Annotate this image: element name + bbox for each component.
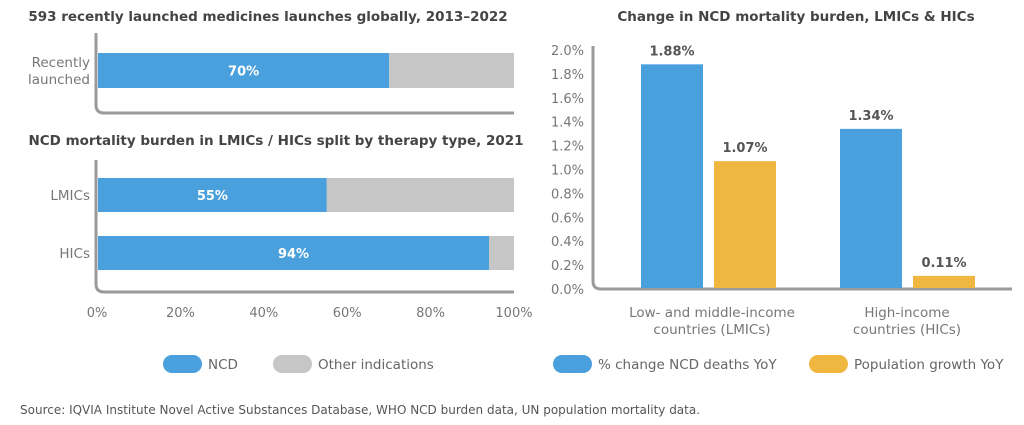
x-tick-label: 80% — [416, 306, 445, 321]
category-label: Recently — [32, 55, 90, 71]
chart-therapy-split: NCD mortality burden in LMICs / HICs spl… — [28, 133, 533, 373]
bar-value-label: 1.34% — [848, 109, 893, 124]
y-tick-label: 2.0% — [551, 44, 584, 59]
chart-title-mortality-change: Change in NCD mortality burden, LMICs & … — [617, 9, 974, 25]
legend-swatch — [553, 355, 592, 373]
y-tick-label: 1.4% — [551, 116, 584, 131]
y-tick-label: 0.8% — [551, 187, 584, 202]
legend-swatch — [273, 355, 312, 373]
bar-ncd — [98, 53, 390, 88]
y-tick-label: 0.6% — [551, 211, 584, 226]
y-tick-label: 1.8% — [551, 68, 584, 83]
source-note: Source: IQVIA Institute Novel Active Sub… — [20, 403, 700, 417]
x-tick-label: 40% — [249, 306, 278, 321]
bar-ncd — [98, 178, 327, 212]
category-label: LMICs — [50, 188, 90, 204]
chart-mortality-change: Change in NCD mortality burden, LMICs & … — [551, 9, 1012, 373]
bar-ncd — [98, 236, 490, 270]
chart-title-launches: 593 recently launched medicines launches… — [28, 9, 507, 25]
legend-label: Population growth YoY — [854, 357, 1004, 373]
chart-title-therapy-split: NCD mortality burden in LMICs / HICs spl… — [28, 133, 523, 149]
category-label: High-income — [864, 305, 949, 321]
category-label: HICs — [59, 246, 90, 262]
category-label: Low- and middle-income — [629, 305, 795, 321]
category-label: countries (HICs) — [853, 322, 961, 338]
bar-other — [326, 178, 514, 212]
bar-value-label: 55% — [197, 189, 228, 204]
bar-value-label: 1.07% — [722, 141, 767, 156]
y-tick-label: 0.4% — [551, 235, 584, 250]
x-tick-label: 60% — [333, 306, 362, 321]
x-tick-label: 20% — [166, 306, 195, 321]
bar-other — [489, 236, 514, 270]
legend-label: Other indications — [318, 357, 434, 373]
x-tick-label: 100% — [495, 306, 532, 321]
axis-frame — [94, 160, 514, 294]
y-tick-label: 1.0% — [551, 164, 584, 179]
axis-frame — [94, 98, 514, 115]
bar-value-label: 70% — [228, 65, 259, 80]
x-tick-label: 0% — [87, 306, 108, 321]
legend-swatch — [163, 355, 202, 373]
bar-population-growth — [913, 275, 975, 288]
bar-value-label: 0.11% — [921, 256, 966, 271]
legend-label: NCD — [208, 357, 238, 373]
legend-swatch — [809, 355, 848, 373]
bar-population-growth — [714, 161, 776, 288]
axis-frame — [591, 46, 1012, 291]
chart-launches: 593 recently launched medicines launches… — [28, 9, 514, 115]
bar-ncd-deaths — [840, 128, 902, 288]
y-tick-label: 0.2% — [551, 259, 584, 274]
category-label: countries (LMICs) — [653, 322, 770, 338]
y-tick-label: 0.0% — [551, 283, 584, 298]
y-tick-label: 1.6% — [551, 92, 584, 107]
y-tick-label: 1.2% — [551, 140, 584, 155]
legend-label: % change NCD deaths YoY — [598, 357, 777, 373]
bar-other — [389, 53, 514, 88]
category-label: launched — [28, 72, 90, 88]
bar-value-label: 94% — [278, 247, 309, 262]
bar-value-label: 1.88% — [649, 44, 694, 59]
bar-ncd-deaths — [641, 64, 703, 288]
